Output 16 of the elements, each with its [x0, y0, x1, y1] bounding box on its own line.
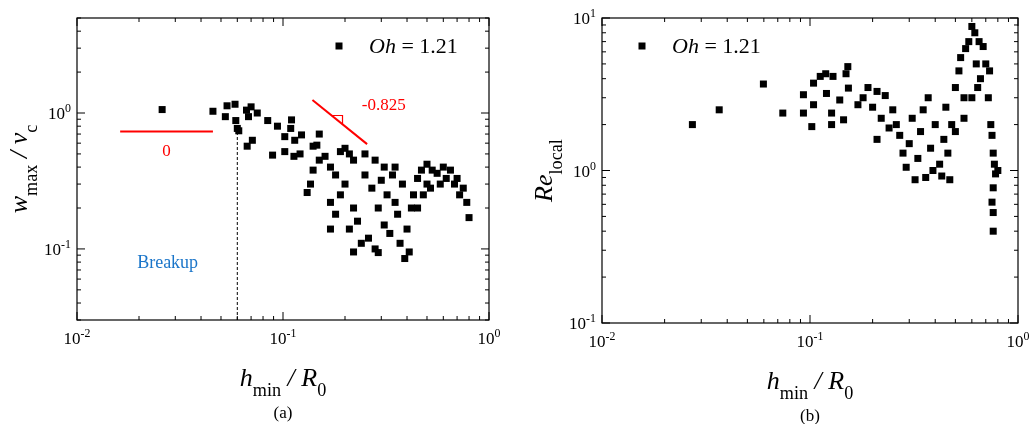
- x-tick-label: 10$^{-1}$: [269, 326, 297, 348]
- series-label: -0.825: [361, 95, 406, 115]
- text: (b): [800, 406, 820, 424]
- x-axis-title: h$_{min}$ / R$_{0}$: [239, 363, 327, 400]
- y-tick-label: 10$^{0}$: [573, 158, 597, 181]
- series-label: 0: [162, 140, 171, 160]
- x-tick-label: 10$^{0}$: [1006, 329, 1030, 351]
- legend-label: Oh = 1.21: [369, 33, 458, 58]
- text: (a): [273, 403, 293, 422]
- legend-label: Oh = 1.21: [672, 33, 761, 58]
- x-tick-label: 10$^{-2}$: [63, 326, 91, 348]
- x-tick-label: 10$^{-1}$: [796, 329, 824, 351]
- annotation: Breakup: [137, 252, 199, 272]
- x-tick-label: 10$^{0}$: [477, 326, 501, 348]
- y-tick-label: 10$^{1}$: [573, 6, 597, 28]
- x-axis-title: h$_{min}$ / R$_{0}$: [766, 366, 854, 403]
